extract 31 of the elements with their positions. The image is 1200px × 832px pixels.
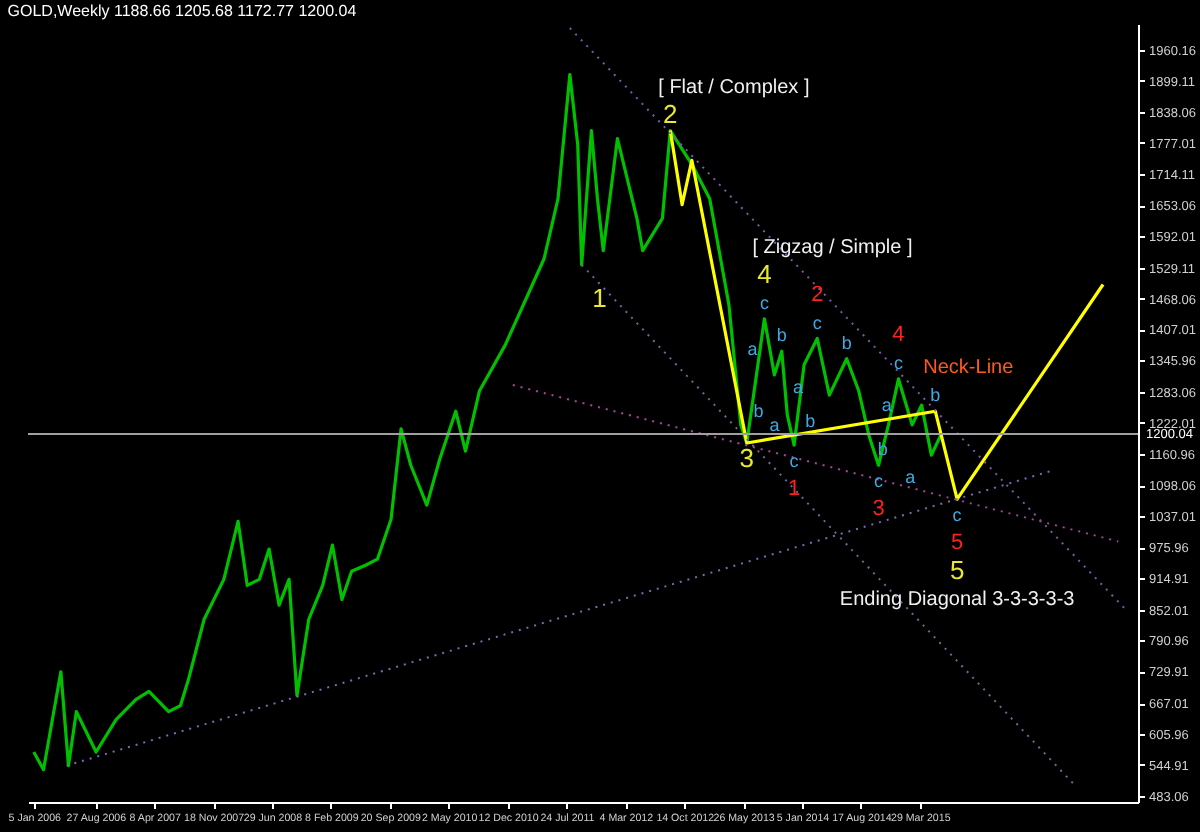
annotation: 3 <box>872 497 885 522</box>
annotation: [ Flat / Complex ] <box>658 76 810 99</box>
annotation: 4 <box>757 258 772 289</box>
annotation: 1 <box>787 477 801 502</box>
annotation: c <box>789 451 800 472</box>
chart-title: GOLD,Weekly 1188.66 1205.68 1172.77 1200.04 <box>7 2 358 20</box>
annotation: c <box>812 312 823 333</box>
annotation: 5 <box>950 531 964 556</box>
annotation: a <box>769 414 780 435</box>
annotation: c <box>874 471 885 492</box>
annotation: c <box>952 505 963 526</box>
annotation: b <box>841 332 852 353</box>
annotation: a <box>881 395 892 416</box>
annotation: a <box>747 339 758 360</box>
annotation: Neck-Line <box>923 357 1015 380</box>
line-series <box>668 128 1105 501</box>
annotation: 4 <box>892 322 905 347</box>
annotation: 3 <box>739 443 755 474</box>
annotation: b <box>776 325 787 346</box>
annotation: 5 <box>949 555 965 586</box>
annotation: 2 <box>811 282 824 307</box>
annotation: b <box>930 385 941 406</box>
annotation: c <box>759 292 770 313</box>
annotation: c <box>893 352 904 373</box>
annotation: Ending Diagonal 3-3-3-3-3 <box>839 589 1076 612</box>
annotation: [ Zigzag / Simple ] <box>752 236 913 259</box>
annotation: b <box>753 401 764 422</box>
annotation: a <box>905 467 916 488</box>
annotation: 2 <box>663 98 678 129</box>
annotation: b <box>805 410 816 431</box>
annotation: 1 <box>592 282 607 313</box>
